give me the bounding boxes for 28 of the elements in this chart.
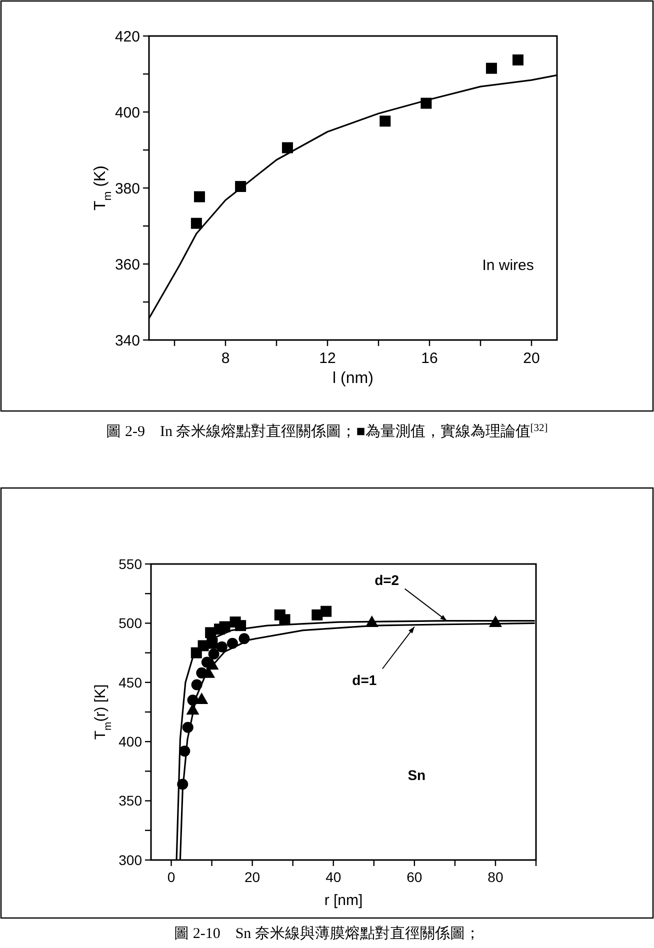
annotation: Sn xyxy=(408,767,426,784)
y-tick-label: 350 xyxy=(118,792,142,809)
y-tick-label: 400 xyxy=(114,104,140,122)
caption: 圖 2-10 Sn 奈米線與薄膜熔點對直徑關係圖； xyxy=(174,925,480,942)
x-tick-label: 60 xyxy=(406,869,422,885)
caption: 圖 2-9 In 奈米線熔點對直徑關係圖；■為量測值，實線為理論值$^{[32]}$ xyxy=(106,422,548,440)
x-tick-label: 8 xyxy=(221,350,230,367)
x-tick-label: 20 xyxy=(244,869,260,885)
y-tick-label: 300 xyxy=(118,852,142,868)
y-tick-label: 550 xyxy=(118,556,142,572)
y-tick-label: 400 xyxy=(118,734,142,750)
y-tick-label: 340 xyxy=(114,332,140,350)
y-tick-label: 360 xyxy=(114,256,140,274)
annotation: d=1 xyxy=(352,672,377,688)
x-tick-label: 40 xyxy=(326,869,342,885)
x-tick-label: 80 xyxy=(488,869,504,885)
annotation: In wires xyxy=(482,257,534,274)
y-tick-label: 380 xyxy=(114,180,140,198)
x-axis-title: l (nm) xyxy=(332,370,374,387)
x-tick-label: 0 xyxy=(167,869,176,885)
y-tick-label: 500 xyxy=(118,615,142,632)
annotation: d=2 xyxy=(374,572,400,588)
x-axis-title: r [nm] xyxy=(324,892,363,909)
x-tick-label: 20 xyxy=(523,350,540,367)
x-tick-label: 12 xyxy=(319,350,336,367)
y-tick-label: 420 xyxy=(114,28,140,46)
y-tick-label: 450 xyxy=(118,674,142,690)
x-tick-label: 16 xyxy=(421,350,438,367)
